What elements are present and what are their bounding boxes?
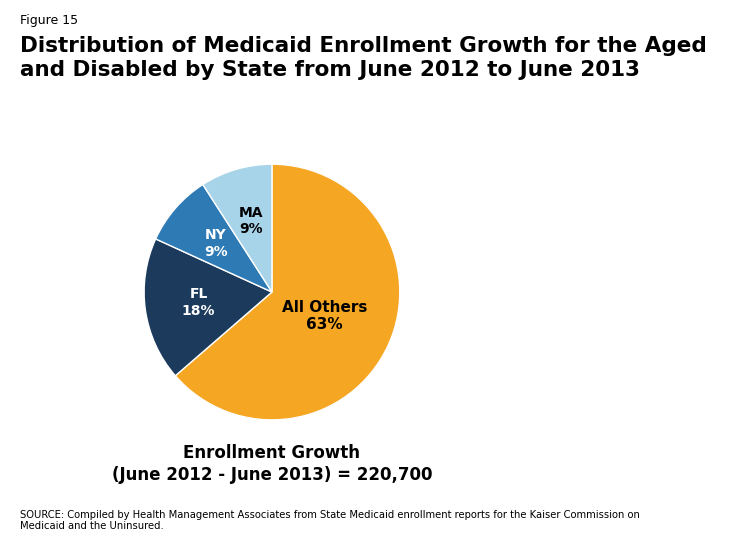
Text: THE HENRY J.: THE HENRY J.: [649, 497, 696, 502]
Wedge shape: [176, 164, 400, 420]
Text: FL
18%: FL 18%: [182, 288, 215, 318]
Text: SOURCE: Compiled by Health Management Associates from State Medicaid enrollment : SOURCE: Compiled by Health Management As…: [20, 510, 639, 531]
Wedge shape: [156, 185, 272, 292]
Text: (June 2012 - June 2013) = 220,700: (June 2012 - June 2013) = 220,700: [112, 466, 432, 484]
Text: NY
9%: NY 9%: [204, 228, 228, 258]
Text: Distribution of Medicaid Enrollment Growth for the Aged
and Disabled by State fr: Distribution of Medicaid Enrollment Grow…: [20, 36, 706, 80]
Text: FOUNDATION: FOUNDATION: [649, 530, 696, 534]
Text: FAMILY: FAMILY: [652, 516, 693, 526]
Text: All Others
63%: All Others 63%: [282, 300, 367, 332]
Text: KAISER: KAISER: [651, 505, 694, 515]
Text: Enrollment Growth: Enrollment Growth: [184, 444, 360, 462]
Text: Figure 15: Figure 15: [20, 14, 78, 27]
Wedge shape: [203, 164, 272, 292]
Text: MA
9%: MA 9%: [239, 206, 263, 236]
Wedge shape: [144, 239, 272, 376]
